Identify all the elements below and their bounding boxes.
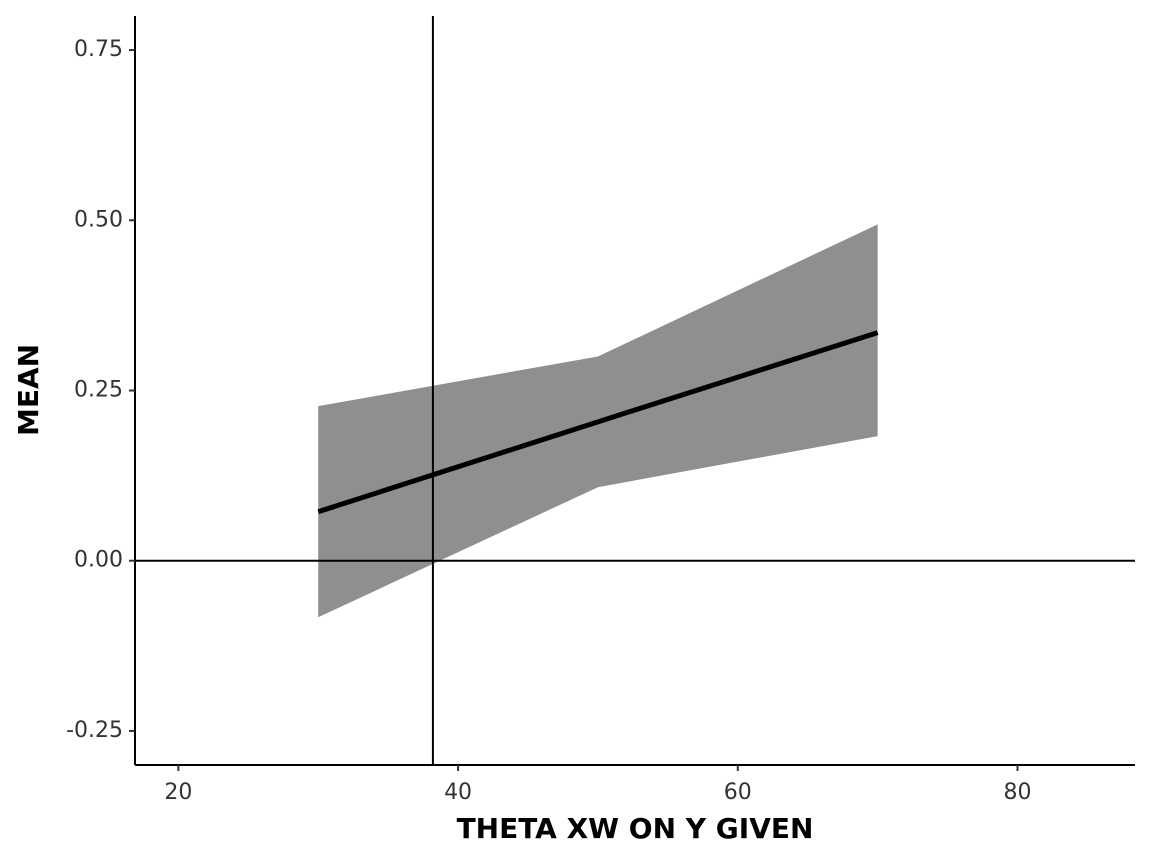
x-tick-label: 60 <box>724 780 752 805</box>
x-tick-label: 80 <box>1004 780 1032 805</box>
mean-line <box>317 330 879 515</box>
y-tick-label: 0.75 <box>74 37 123 62</box>
y-tick-label: -0.25 <box>66 718 123 743</box>
x-tick-label: 40 <box>444 780 472 805</box>
x-axis-title: THETA XW ON Y GIVEN <box>457 812 814 845</box>
y-tick-label: 0.25 <box>74 378 123 403</box>
y-tick-label: 0.50 <box>74 207 123 232</box>
y-tick-label: 0.00 <box>74 548 123 573</box>
x-tick-label: 20 <box>164 780 192 805</box>
y-axis-title: MEAN <box>12 344 45 436</box>
